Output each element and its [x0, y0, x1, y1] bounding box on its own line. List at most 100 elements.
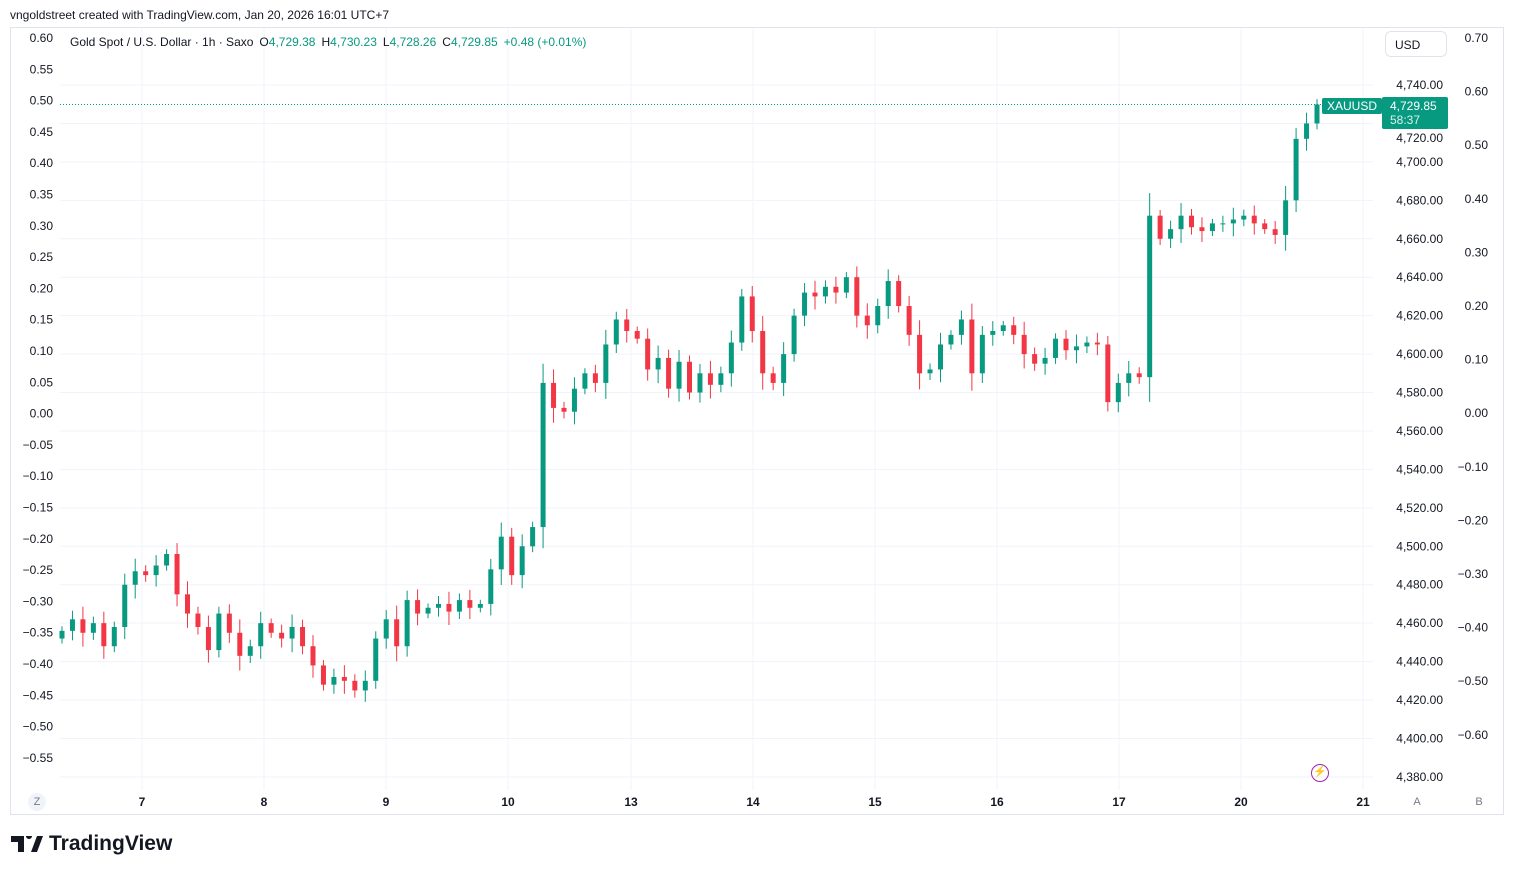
candle-body: [436, 603, 441, 608]
candle-body: [352, 680, 358, 691]
left-axis-tick-label: −0.40: [23, 657, 54, 671]
candle-body: [509, 536, 515, 576]
low-label: L: [382, 35, 390, 49]
left-axis-tick-label: 0.60: [30, 31, 54, 45]
candle-body: [111, 627, 117, 647]
candle-body: [1084, 342, 1090, 347]
right-axis-tick-label: −0.10: [1458, 460, 1489, 474]
candle-body: [1314, 104, 1320, 124]
candle-body: [226, 613, 232, 633]
tradingview-logo-icon: [11, 836, 43, 852]
left-axis-tick-label: 0.10: [30, 344, 54, 358]
left-axis-tick-label: 0.35: [30, 188, 54, 202]
candle-body: [582, 373, 588, 389]
currency-button[interactable]: USD: [1385, 31, 1447, 57]
candle-body: [1126, 373, 1132, 383]
lightning-icon[interactable]: ⚡: [1311, 764, 1329, 782]
candle-body: [331, 676, 337, 685]
left-axis-tick-label: −0.30: [23, 594, 54, 608]
candle-body: [1063, 338, 1069, 351]
right-axis-tick-label: −0.30: [1458, 567, 1489, 581]
last-price: 4,729.85: [1390, 99, 1437, 113]
high-value: 4,730.23: [330, 35, 377, 49]
left-axis-tick-label: 0.40: [30, 156, 54, 170]
candle-body: [1042, 357, 1048, 364]
candle-body: [760, 331, 766, 374]
chart-frame: [10, 27, 1504, 815]
candle-body: [697, 373, 703, 393]
candle-body: [781, 354, 787, 383]
candle-body: [404, 600, 410, 647]
candle-body: [279, 632, 285, 639]
candle-body: [655, 357, 661, 370]
timezone-button[interactable]: Z: [28, 793, 46, 811]
candle-body: [896, 281, 902, 307]
candle-body: [1293, 138, 1299, 201]
candle-body: [185, 594, 190, 614]
last-price-label: 4,729.85 58:37: [1382, 97, 1448, 129]
left-axis-tick-label: 0.00: [30, 407, 54, 421]
candle-body: [1189, 215, 1194, 228]
auto-scale-button[interactable]: A: [1413, 796, 1421, 808]
candle-body: [143, 571, 149, 576]
candle-body: [603, 344, 609, 383]
candle-body: [237, 632, 243, 656]
candle-body: [1105, 344, 1111, 403]
candle-body: [1073, 346, 1079, 351]
candle-body: [938, 344, 943, 370]
tradingview-logo[interactable]: TradingView: [11, 832, 172, 856]
candle-body: [571, 388, 577, 412]
right-axis-tick-label: 0.60: [1465, 85, 1489, 99]
price-tick-label: 4,580.00: [1396, 386, 1443, 400]
right-axis-tick-label: 0.40: [1465, 192, 1489, 206]
candle-body: [1220, 223, 1226, 225]
time-tick-label: 7: [139, 795, 146, 809]
candle-body: [634, 331, 640, 339]
price-tick-label: 4,540.00: [1396, 462, 1443, 476]
candle-body: [1209, 223, 1215, 232]
candle-body: [425, 607, 431, 614]
candle-body: [310, 646, 316, 666]
price-tick-label: 4,560.00: [1396, 424, 1443, 438]
price-tick-label: 4,600.00: [1396, 347, 1443, 361]
candle-body: [132, 571, 138, 585]
candle-body: [791, 315, 797, 355]
left-axis-tick-label: −0.55: [23, 751, 54, 765]
left-axis-tick-label: −0.10: [23, 469, 54, 483]
candle-body: [822, 286, 828, 297]
candle-body: [394, 619, 400, 647]
price-tick-label: 4,380.00: [1396, 770, 1443, 784]
candle-body: [530, 527, 536, 547]
change-value: +0.48 (+0.01%): [503, 35, 587, 49]
candle-body: [153, 565, 159, 576]
candle-body: [875, 306, 881, 326]
scale-b-button[interactable]: B: [1475, 796, 1483, 808]
candle-body: [1094, 342, 1100, 345]
candle-body: [885, 281, 891, 307]
candle-body: [519, 546, 525, 576]
candle-body: [645, 338, 651, 370]
candle-body: [906, 306, 912, 335]
symbol-title[interactable]: Gold Spot / U.S. Dollar · 1h · Saxo: [70, 35, 254, 49]
right-axis-tick-label: −0.20: [1458, 513, 1489, 527]
candle-body: [205, 627, 211, 651]
candle-body: [1304, 123, 1310, 139]
symbol-legend: Gold Spot / U.S. Dollar · 1h · Saxo O4,7…: [70, 35, 586, 49]
time-tick-label: 13: [624, 795, 638, 809]
candle-body: [195, 613, 201, 628]
candle-body: [1147, 215, 1153, 378]
candle-body: [1199, 227, 1205, 232]
candle-body: [1251, 215, 1257, 224]
candle-body: [90, 623, 96, 633]
candle-body: [833, 286, 839, 293]
candle-body: [174, 553, 180, 595]
candle-body: [1115, 382, 1121, 403]
candle-body: [498, 536, 504, 570]
left-axis-tick-label: 0.20: [30, 281, 54, 295]
candle-body: [1178, 215, 1184, 230]
price-tick-label: 4,440.00: [1396, 655, 1443, 669]
right-axis-tick-label: −0.50: [1458, 674, 1489, 688]
price-tick-label: 4,680.00: [1396, 193, 1443, 207]
time-tick-label: 21: [1356, 795, 1370, 809]
